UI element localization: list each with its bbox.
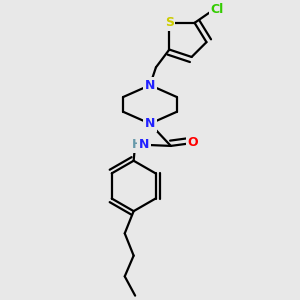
Text: O: O bbox=[188, 136, 198, 149]
Text: S: S bbox=[165, 16, 174, 29]
Text: H: H bbox=[131, 138, 142, 151]
Text: N: N bbox=[139, 138, 149, 151]
Text: N: N bbox=[145, 117, 155, 130]
Text: Cl: Cl bbox=[211, 3, 224, 16]
Text: N: N bbox=[145, 79, 155, 92]
